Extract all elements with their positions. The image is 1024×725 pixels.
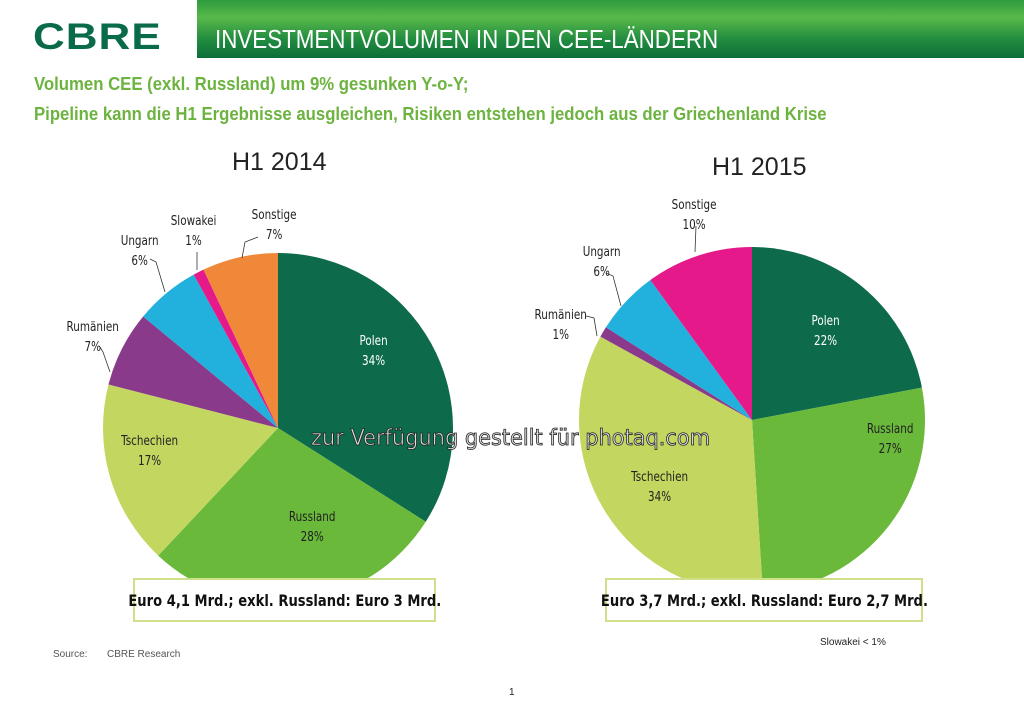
summary-box-2015: Euro 3,7 Mrd.; exkl. Russland: Euro 2,7 …: [600, 578, 928, 622]
pie-slice-russland: [158, 428, 426, 603]
label-sonstige-2014: Sonstige 7%: [251, 208, 297, 243]
leader-line: [694, 225, 697, 253]
pie-slice-slowakei: [193, 269, 278, 428]
label-ungarn-2014: Ungarn 6%: [120, 234, 159, 269]
pie-slice-ungarn: [605, 280, 752, 420]
pie-slice-rumänien: [108, 316, 278, 428]
label-russland-2014: Russland 28%: [288, 510, 336, 545]
pie-slice-polen: [278, 253, 453, 522]
leader-line: [585, 315, 598, 337]
pie-slice-tschechien: [579, 336, 763, 593]
label-rumaenien-2015: Rumänien 1%: [534, 308, 587, 343]
pie-title-2015: H1 2015: [712, 153, 807, 181]
pie-slice-rumänien: [600, 327, 752, 420]
slide-title: INVESTMENTVOLUMEN IN DEN CEE-LÄNDERN: [215, 24, 719, 54]
label-rumaenien-2014: Rumänien 7%: [66, 320, 119, 355]
summary-box-2014: Euro 4,1 Mrd.; exkl. Russland: Euro 3 Mr…: [128, 578, 441, 622]
pie-title-2014: H1 2014: [232, 148, 327, 176]
pie-slice-sonstige: [650, 247, 752, 420]
watermark: zur Verfügung gestellt für photaq.com: [311, 426, 711, 452]
pie-2014: [103, 253, 453, 603]
leader-lines: [99, 225, 697, 373]
label-slowakei-2014: Slowakei 1%: [170, 214, 217, 249]
label-tschechien-2014: Tschechien 17%: [121, 434, 179, 469]
label-sonstige-2015: Sonstige 10%: [671, 198, 717, 233]
pie-slice-ungarn: [143, 274, 278, 428]
leader-line: [99, 346, 111, 373]
header-banner: INVESTMENTVOLUMEN IN DEN CEE-LÄNDERN: [197, 0, 1024, 58]
label-russland-2015: Russland 27%: [866, 422, 914, 457]
cbre-logo: CBRE: [33, 16, 162, 58]
label-polen-2015: Polen 22%: [811, 314, 840, 349]
leader-line: [149, 258, 166, 293]
leader-line: [605, 272, 622, 307]
pie-slice-polen: [752, 247, 922, 420]
pie-slice-tschechien: [103, 384, 278, 556]
pie-2015: [579, 247, 925, 593]
subtitle-line-1: Volumen CEE (exkl. Russland) um 9% gesun…: [34, 74, 469, 94]
source: CBRE Research: [107, 649, 181, 660]
label-tschechien-2015: Tschechien 34%: [631, 470, 689, 505]
page-number: 1: [509, 687, 515, 698]
label-polen-2014: Polen 34%: [359, 334, 388, 369]
footnote-slowakei: Slowakei < 1%: [820, 637, 886, 648]
pie-slice-sonstige: [203, 253, 278, 428]
source-label: Source:: [53, 649, 88, 660]
label-ungarn-2015: Ungarn 6%: [582, 245, 621, 280]
subtitle-line-2: Pipeline kann die H1 Ergebnisse ausgleic…: [34, 104, 827, 124]
pie-slice-russland: [752, 387, 925, 593]
leader-line: [241, 236, 259, 259]
